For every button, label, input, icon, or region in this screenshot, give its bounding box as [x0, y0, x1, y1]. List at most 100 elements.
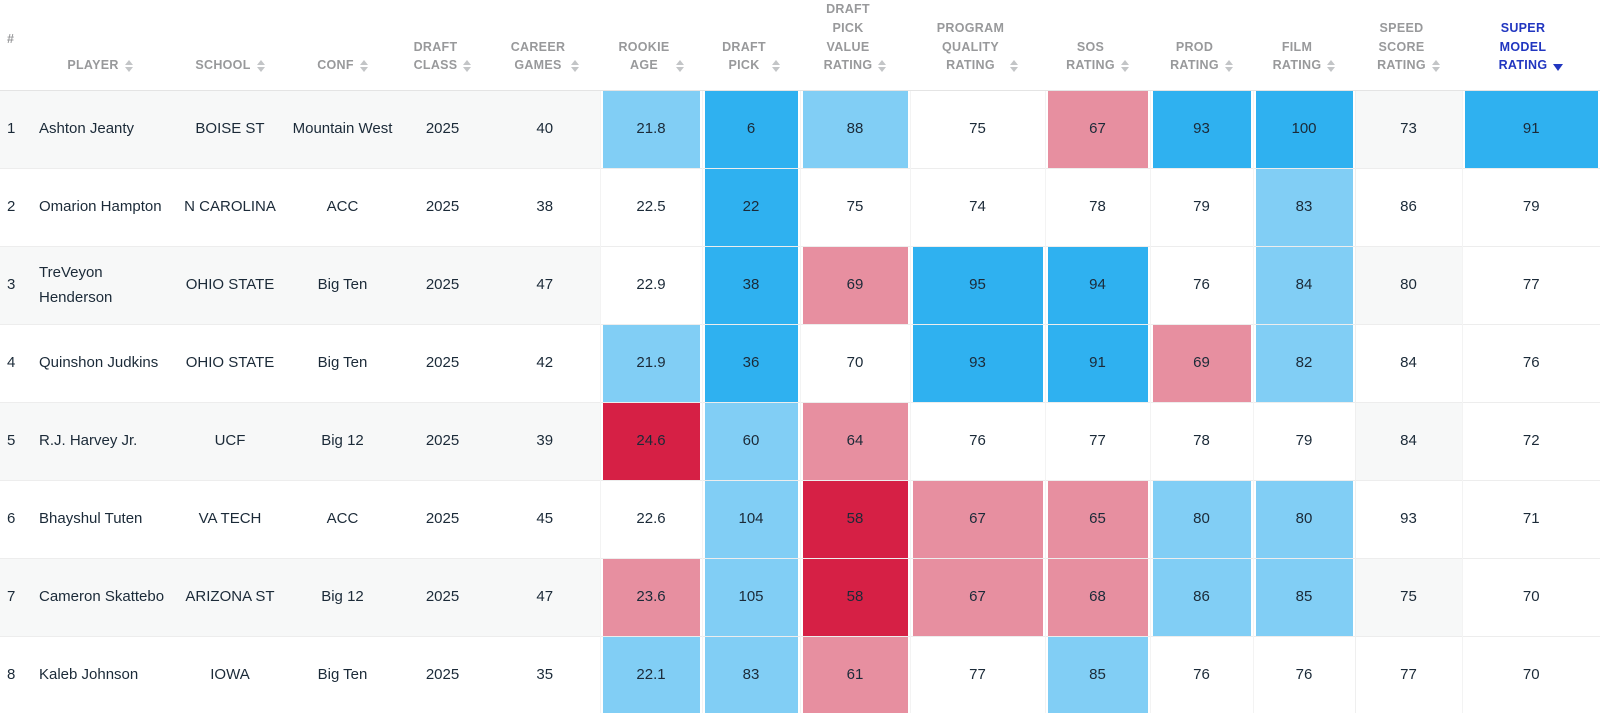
cell-value: 84: [1400, 354, 1417, 372]
sort-icon[interactable]: [1224, 60, 1233, 72]
cell-value: 40: [536, 120, 554, 138]
column-label-prod: PROD RATING: [1170, 39, 1219, 73]
heatmap-cell-lightblue: 105: [704, 559, 798, 636]
cell-value: 69: [846, 276, 864, 294]
cell-school: IOWA: [170, 636, 290, 713]
heatmap-cell-pink: 69: [1152, 325, 1251, 402]
column-header-conf[interactable]: CONF: [290, 0, 395, 91]
heatmap-cell-neutral: 22.6: [602, 481, 700, 558]
cell-sos: 91: [1044, 324, 1150, 403]
cell-draft_pick: 38: [701, 246, 800, 325]
cell-value: 4: [7, 354, 16, 372]
heatmap-cell-blue: 100: [1255, 91, 1353, 168]
cell-value: 76: [1295, 666, 1313, 684]
cell-draft_pick: 105: [701, 558, 800, 637]
cell-value: 86: [1193, 588, 1210, 606]
cell-conf: Mountain West: [290, 91, 395, 169]
cell-dpv: 64: [799, 402, 910, 481]
cell-school: VA TECH: [170, 480, 290, 559]
cell-value: 6: [7, 510, 16, 528]
column-label-school: SCHOOL: [195, 58, 251, 73]
column-label-conf: CONF: [317, 58, 354, 73]
cell-value: 2025: [425, 276, 460, 294]
column-header-rank: #: [0, 0, 30, 91]
cell-value: 69: [1193, 354, 1210, 372]
cell-value: 73: [1400, 120, 1417, 138]
sort-icon[interactable]: [124, 60, 133, 72]
heatmap-cell-pink: 65: [1047, 481, 1148, 558]
sort-icon[interactable]: [1010, 60, 1019, 72]
sort-icon[interactable]: [1431, 60, 1440, 72]
column-label-sos: SOS RATING: [1066, 39, 1115, 73]
cell-dpv: 58: [799, 558, 910, 637]
cell-conf: Big Ten: [290, 246, 395, 325]
column-header-career_games[interactable]: CAREER GAMES: [490, 0, 600, 91]
column-header-speed[interactable]: SPEED SCORE RATING: [1355, 0, 1462, 91]
cell-value: 75: [1400, 588, 1417, 606]
cell-value: 21.8: [636, 120, 666, 138]
cell-value: 91: [1522, 120, 1540, 138]
column-label-speed: SPEED SCORE RATING: [1377, 20, 1426, 73]
cell-prod: 78: [1149, 402, 1253, 481]
sort-icon[interactable]: [675, 60, 684, 72]
sort-icon[interactable]: [771, 60, 780, 72]
triangle-down-icon: [124, 67, 133, 72]
cell-value: 100: [1291, 120, 1317, 138]
cell-value: 67: [969, 510, 986, 528]
triangle-up-icon: [1327, 60, 1336, 65]
sort-icon[interactable]: [359, 60, 368, 72]
column-header-prod[interactable]: PROD RATING: [1150, 0, 1253, 91]
heatmap-cell-neutral: 76: [1464, 325, 1598, 402]
heatmap-cell-blue: 91: [1464, 91, 1598, 168]
cell-value: 85: [1089, 666, 1106, 684]
column-header-school[interactable]: SCHOOL: [170, 0, 290, 91]
heatmap-cell-blue: 94: [1047, 247, 1148, 324]
triangle-down-icon: [1224, 67, 1233, 72]
cell-player: Kaleb Johnson: [30, 636, 170, 713]
cell-rookie_age: 22.9: [599, 246, 702, 325]
cell-value: 67: [1089, 120, 1106, 138]
cell-value: IOWA: [210, 666, 250, 684]
sort-icon[interactable]: [256, 60, 265, 72]
sort-icon[interactable]: [1120, 60, 1129, 72]
triangle-up-icon: [771, 60, 780, 65]
column-header-dpv[interactable]: DRAFT PICK VALUE RATING: [800, 0, 910, 91]
column-header-sos[interactable]: SOS RATING: [1045, 0, 1150, 91]
cell-value: 77: [1522, 276, 1540, 294]
heatmap-cell-lightblue: 82: [1255, 325, 1353, 402]
sort-icon[interactable]: [463, 60, 472, 72]
heatmap-cell-lightblue: 104: [704, 481, 798, 558]
column-label-film: FILM RATING: [1272, 39, 1322, 73]
column-header-rookie_age[interactable]: ROOKIE AGE: [600, 0, 702, 91]
column-header-pq[interactable]: PROGRAM QUALITY RATING: [910, 0, 1045, 91]
cell-value: 60: [742, 432, 760, 450]
column-header-film[interactable]: FILM RATING: [1253, 0, 1355, 91]
cell-value: 79: [1522, 198, 1540, 216]
heatmap-cell-neutral: 70: [1464, 559, 1598, 636]
cell-value: 2025: [425, 588, 460, 606]
column-header-draft_pick[interactable]: DRAFT PICK: [702, 0, 800, 91]
cell-sos: 77: [1044, 402, 1150, 481]
column-header-super[interactable]: SUPER MODEL RATING: [1462, 0, 1600, 91]
cell-player: Bhayshul Tuten: [30, 480, 170, 559]
sort-icon[interactable]: [571, 60, 580, 72]
sort-desc-icon[interactable]: [1553, 64, 1564, 72]
heatmap-cell-lightblue: 85: [1255, 559, 1353, 636]
cell-prod: 80: [1149, 480, 1253, 559]
cell-career_games: 39: [490, 402, 600, 481]
heatmap-cell-pink: 61: [802, 637, 908, 713]
cell-value: 75: [969, 120, 986, 138]
triangle-down-icon: [1431, 67, 1440, 72]
cell-value: 61: [846, 666, 864, 684]
cell-conf: ACC: [290, 480, 395, 559]
cell-speed: 77: [1354, 636, 1462, 713]
sort-icon[interactable]: [878, 60, 887, 72]
cell-sos: 85: [1044, 636, 1150, 713]
cell-sos: 65: [1044, 480, 1150, 559]
column-header-draft_class[interactable]: DRAFT CLASS: [395, 0, 490, 91]
sort-icon[interactable]: [1327, 60, 1336, 72]
column-header-player[interactable]: PLAYER: [30, 0, 170, 91]
cell-value: 74: [969, 198, 986, 216]
cell-value: BOISE ST: [195, 120, 265, 138]
cell-conf: Big 12: [290, 558, 395, 637]
